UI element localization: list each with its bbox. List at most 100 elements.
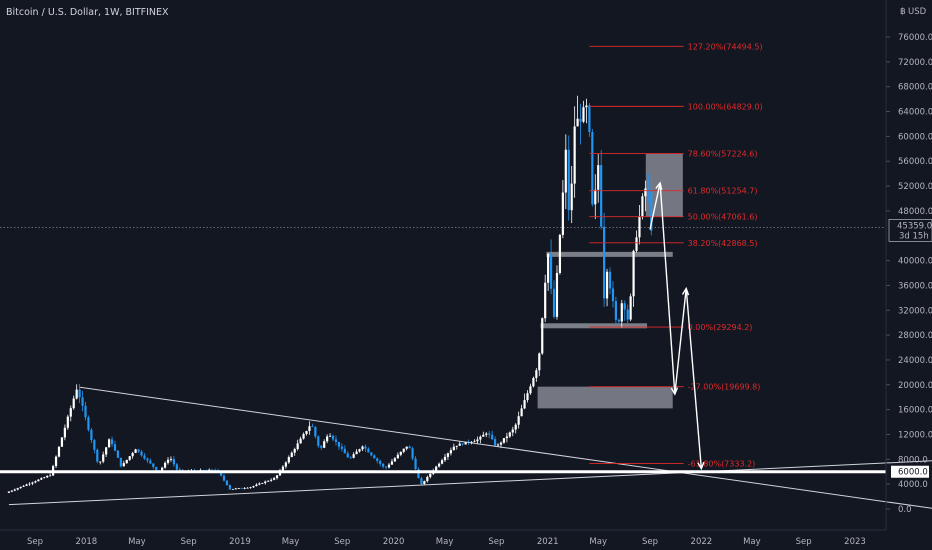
candle-body — [90, 429, 93, 441]
price-tick-label: 68000.0 — [898, 83, 932, 93]
price-zone — [537, 386, 673, 409]
candle-body — [443, 456, 447, 461]
candle-body — [505, 436, 508, 439]
price-tick-label: 76000.0 — [898, 33, 932, 43]
candle-body — [255, 484, 258, 487]
level-price-label: 6000.0 — [898, 468, 928, 478]
candle-body — [611, 288, 615, 302]
candle-body — [382, 463, 385, 467]
candle-body — [387, 464, 391, 468]
projection-arrow — [674, 288, 687, 395]
candle-body — [414, 458, 417, 470]
candle-body — [25, 484, 28, 486]
candle-body — [361, 446, 364, 450]
price-tick-label: 20000.0 — [898, 381, 932, 391]
candle-body — [570, 183, 573, 211]
candle-body — [482, 434, 485, 437]
currency-label[interactable]: ฿ USD — [900, 7, 927, 17]
candle-body — [37, 479, 40, 482]
candle-body — [402, 448, 405, 452]
candle-body — [163, 462, 167, 468]
fib-level-label: -61.80%(7333.2) — [688, 459, 756, 468]
candle-body — [161, 467, 164, 472]
candle-body — [626, 309, 629, 320]
candle-body — [558, 234, 562, 273]
candle-body — [393, 458, 397, 462]
candle-body — [461, 443, 464, 445]
candle-body — [485, 433, 488, 435]
candle-body — [605, 271, 609, 299]
candle-body — [152, 463, 155, 467]
candle-body — [172, 459, 176, 465]
candle-body — [541, 318, 544, 354]
candle-body — [364, 446, 367, 449]
candle-body — [405, 446, 408, 449]
candle-body — [146, 458, 149, 461]
candle-body — [131, 452, 134, 457]
candle-body — [275, 475, 279, 479]
candle-body — [60, 437, 64, 447]
countdown-label: 3d 15h — [899, 231, 929, 241]
time-tick-label: 2023 — [844, 537, 866, 547]
price-tick-label: 8000.0 — [898, 455, 928, 465]
price-axis[interactable]: 76000.0 72000.0 68000.0 64000.0 60000.0 56000… — [886, 33, 932, 515]
candle-body — [43, 477, 46, 479]
candle-body — [28, 483, 31, 485]
time-axis[interactable]: Sep 2018 May Sep 2019 May Sep 2020 May Sep 2021 May… — [27, 537, 866, 547]
trendline — [8, 460, 932, 506]
candle-body — [311, 426, 314, 428]
candle-body — [317, 436, 320, 446]
time-tick-label: 2018 — [76, 537, 98, 547]
candle-body — [567, 149, 570, 211]
candle-body — [644, 188, 647, 197]
candle-body — [261, 483, 264, 484]
candle-body — [54, 456, 58, 467]
candle-body — [632, 250, 635, 297]
candle-body — [535, 370, 538, 378]
candle-body — [119, 457, 122, 467]
candle-body — [243, 488, 246, 489]
candle-body — [549, 253, 553, 289]
candle-body — [267, 480, 270, 482]
support-bar — [540, 323, 648, 329]
time-tick-label: May — [436, 537, 454, 547]
candle-body — [376, 458, 379, 461]
fib-level-label: 100.00%(64829.0) — [688, 102, 763, 111]
candle-body — [134, 449, 137, 453]
bitcoin-icon: ฿ — [900, 7, 906, 17]
candle-body — [384, 466, 388, 468]
candle-body — [166, 459, 170, 463]
candle-body — [287, 456, 290, 463]
candle-body — [299, 438, 302, 444]
fib-level-label: 61.80%(51254.7) — [688, 187, 758, 196]
candle-body — [517, 416, 520, 425]
candle-body — [547, 253, 550, 283]
candle-body — [125, 459, 128, 464]
candle-body — [78, 389, 81, 398]
candle-body — [591, 132, 594, 205]
time-tick-label: May — [589, 537, 607, 547]
candle-body — [219, 471, 223, 476]
chart-title: Bitcoin / U.S. Dollar, 1W, BITFINEX — [6, 7, 169, 18]
candle-body — [355, 451, 358, 455]
candle-body — [63, 427, 66, 438]
candle-body — [629, 296, 632, 320]
candles-layer — [7, 95, 653, 493]
time-tick-label: 2022 — [691, 537, 713, 547]
candle-body — [19, 486, 22, 489]
candle-body — [270, 479, 273, 481]
candle-body — [499, 442, 503, 445]
candle-body — [594, 189, 597, 205]
fib-layer: 127.20%(74494.5) 100.00%(64829.0) 78.60%(5… — [589, 42, 763, 468]
candle-body — [211, 469, 214, 471]
candle-body — [435, 466, 438, 471]
fib-level-label: 78.60%(57224.6) — [688, 150, 758, 159]
time-tick-label: Sep — [642, 537, 658, 547]
candle-body — [228, 485, 231, 490]
candle-body — [532, 377, 535, 387]
candle-body — [169, 459, 173, 460]
projection-arrow-head — [697, 461, 705, 471]
candle-body — [7, 491, 11, 493]
